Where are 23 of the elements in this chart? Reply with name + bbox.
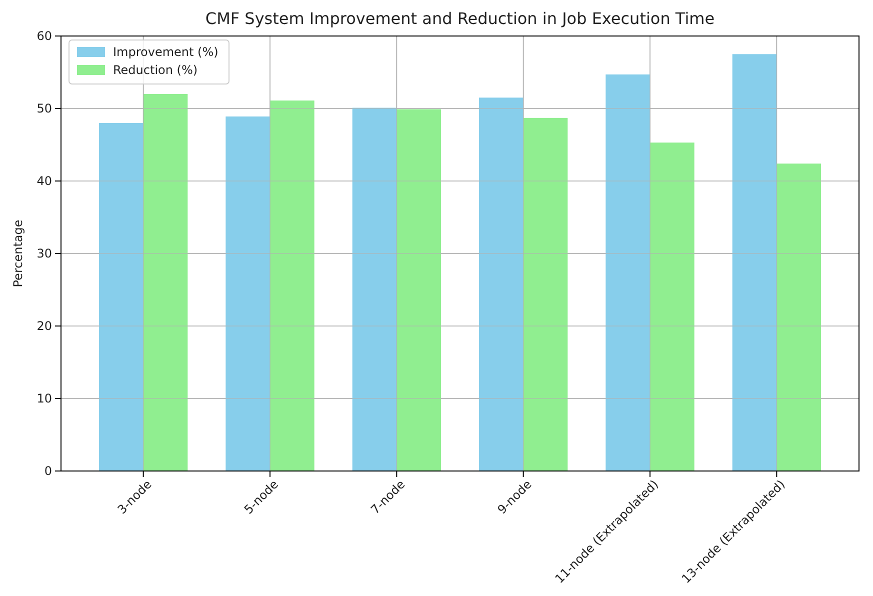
legend-label: Reduction (%) — [113, 63, 198, 77]
y-tick-label: 10 — [36, 391, 52, 406]
y-tick-label: 50 — [36, 101, 52, 116]
bar — [226, 116, 270, 471]
y-tick-label: 40 — [36, 174, 52, 188]
y-axis-title: Percentage — [11, 220, 25, 288]
bar — [352, 108, 397, 471]
bar — [523, 118, 568, 471]
bar — [396, 109, 441, 471]
bar — [143, 94, 188, 471]
legend-label: Improvement (%) — [113, 45, 218, 59]
chart-title: CMF System Improvement and Reduction in Job Execution Time — [205, 9, 715, 28]
bar — [732, 54, 777, 471]
y-tick-label: 60 — [36, 28, 52, 43]
bar — [479, 98, 524, 471]
y-tick-label: 30 — [36, 246, 52, 260]
bar — [270, 100, 314, 471]
bar — [99, 123, 144, 471]
y-tick-label: 0 — [44, 464, 52, 478]
y-tick-label: 20 — [36, 318, 52, 333]
bar — [606, 74, 650, 471]
bar — [776, 164, 821, 471]
bar — [650, 142, 694, 471]
